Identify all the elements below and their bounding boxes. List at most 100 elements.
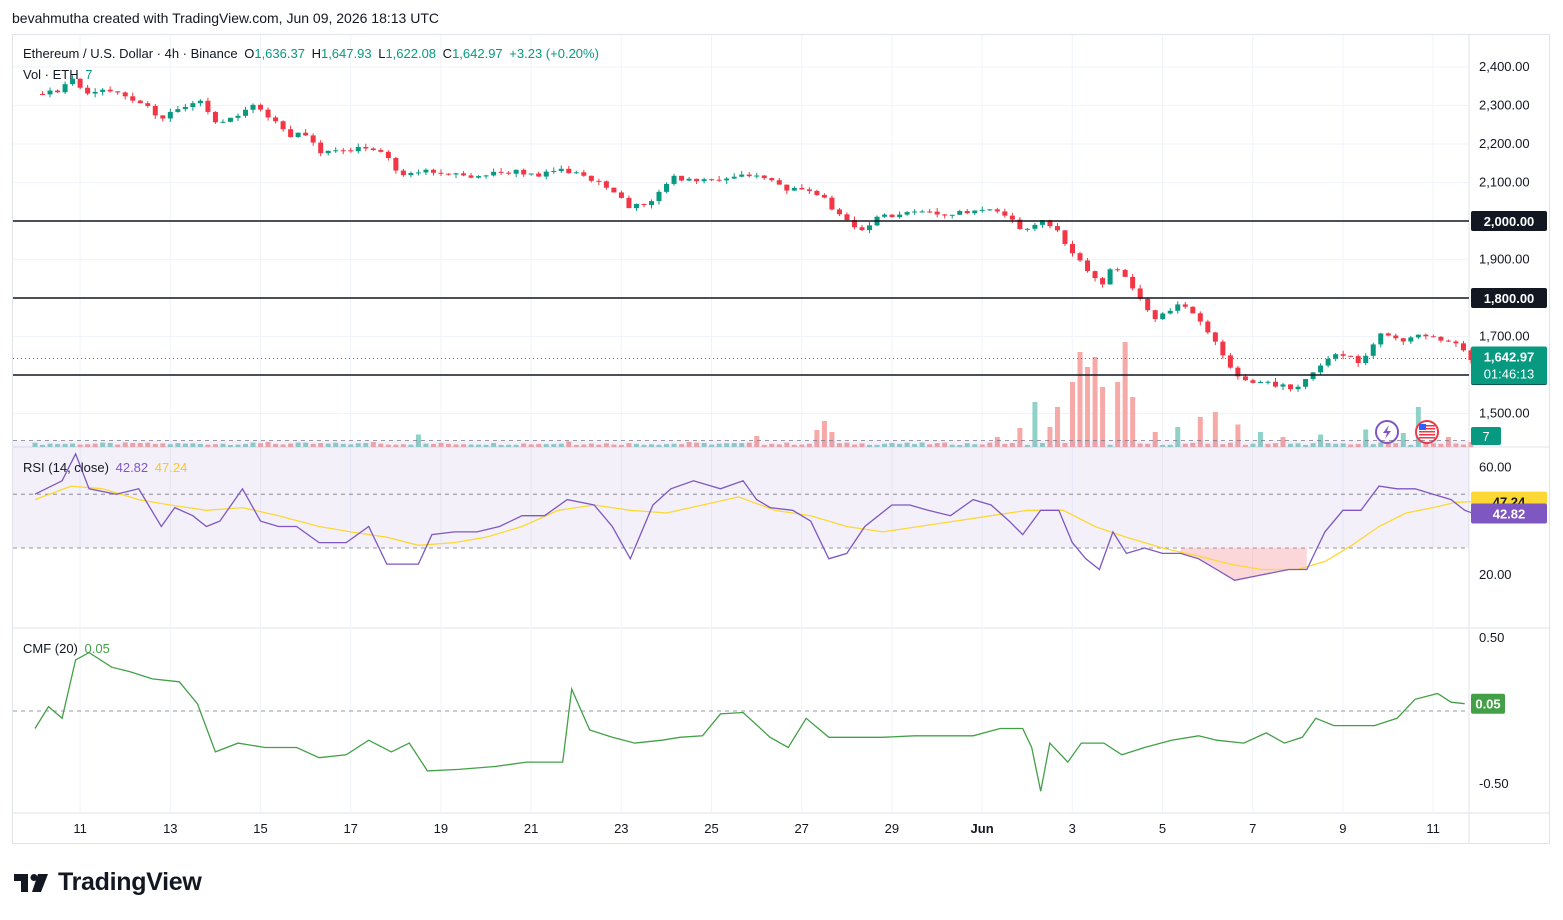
- candle-body: [430, 169, 436, 173]
- low-value: 1,622.08: [385, 46, 437, 61]
- volume-bar: [400, 444, 406, 447]
- volume-bar: [769, 443, 775, 447]
- volume-bar: [1167, 444, 1173, 447]
- volume-legend: Vol · ETH 7: [23, 67, 95, 82]
- candle-body: [1212, 332, 1218, 342]
- volume-bar: [1295, 443, 1301, 447]
- cmf-line: [34, 651, 1465, 792]
- volume-bar: [122, 442, 128, 447]
- price-tick-label: 1,700.00: [1479, 329, 1530, 344]
- volume-bar: [491, 442, 497, 447]
- candle-body: [1085, 260, 1091, 272]
- candle-body: [1385, 333, 1391, 336]
- cmf-label[interactable]: CMF (20): [23, 641, 78, 656]
- volume-bar: [370, 442, 376, 447]
- rsi-tick-label: 20.00: [1479, 567, 1512, 582]
- candle-body: [573, 172, 579, 174]
- volume-bar: [814, 430, 820, 447]
- volume-bar: [784, 442, 790, 447]
- volume-bar: [611, 444, 617, 447]
- volume-bar: [100, 442, 106, 447]
- candle-body: [1182, 304, 1188, 307]
- change-value: +3.23 (+0.20%): [509, 46, 599, 61]
- volume-bar: [160, 443, 166, 447]
- volume-bar: [506, 444, 512, 447]
- volume-bar: [310, 443, 316, 447]
- candle-body: [784, 184, 790, 191]
- volume-bar: [340, 443, 346, 447]
- rsi-label[interactable]: RSI (14, close): [23, 460, 109, 475]
- candle-body: [1107, 269, 1113, 285]
- volume-bar: [258, 443, 264, 447]
- candle-body: [957, 211, 963, 215]
- volume-bar: [378, 443, 384, 447]
- candle-body: [521, 169, 527, 175]
- candle-body: [491, 171, 497, 176]
- volume-bar: [1303, 444, 1309, 447]
- level-badge-label: 1,800.00: [1484, 291, 1535, 306]
- candle-body: [964, 211, 970, 214]
- chart-canvas[interactable]: 1,500.001,600.001,700.001,800.001,900.00…: [13, 35, 1549, 843]
- candle-body: [1272, 381, 1278, 387]
- candle-body: [746, 174, 752, 177]
- volume-bar: [498, 444, 504, 447]
- candle-body: [1438, 336, 1444, 341]
- volume-bar: [130, 442, 136, 447]
- volume-bar: [1227, 442, 1233, 447]
- candle-body: [1280, 384, 1286, 387]
- volume-bar: [957, 444, 963, 447]
- candle-body: [461, 173, 467, 176]
- candle-body: [859, 227, 865, 231]
- candle-body: [776, 180, 782, 185]
- candle-body: [167, 111, 173, 119]
- volume-label[interactable]: Vol · ETH: [23, 67, 79, 82]
- volume-bar: [145, 442, 151, 447]
- candle-body: [122, 92, 128, 97]
- candle-body: [1295, 386, 1301, 390]
- volume-bar: [942, 442, 948, 447]
- candle-body: [1160, 313, 1166, 320]
- rsi-ma-value: 47.24: [154, 460, 188, 475]
- volume-bar: [1100, 387, 1106, 447]
- volume-bar: [521, 443, 527, 447]
- tradingview-logo[interactable]: TradingView: [14, 868, 202, 897]
- volume-bar: [40, 444, 46, 447]
- candle-body: [107, 89, 113, 92]
- time-tick-label: 11: [1426, 821, 1440, 836]
- candle-body: [70, 78, 76, 85]
- main-legend: Ethereum / U.S. Dollar · 4h · Binance O1…: [23, 46, 599, 61]
- time-tick-label: 21: [524, 821, 538, 836]
- time-tick-label: 13: [163, 821, 177, 836]
- volume-bar: [1152, 432, 1158, 447]
- candle-body: [566, 168, 572, 174]
- candle-body: [220, 121, 226, 123]
- candle-body: [581, 172, 587, 176]
- volume-bar: [430, 443, 436, 447]
- volume-bar: [558, 443, 564, 447]
- candle-body: [1024, 228, 1030, 230]
- candle-body: [1393, 335, 1399, 339]
- high-value: 1,647.93: [320, 46, 372, 61]
- candle-body: [100, 89, 106, 92]
- volume-bar: [1355, 444, 1361, 447]
- rsi-oversold-fill: [1180, 548, 1307, 581]
- symbol-label[interactable]: Ethereum / U.S. Dollar · 4h · Binance: [23, 46, 238, 61]
- candle-body: [1325, 358, 1331, 366]
- candle-body: [1070, 243, 1076, 254]
- candle-body: [423, 169, 429, 173]
- volume-bar: [1460, 444, 1466, 447]
- volume-bar: [175, 443, 181, 447]
- candle-body: [1197, 313, 1203, 322]
- volume-bar: [1280, 437, 1286, 447]
- volume-bar: [348, 444, 354, 447]
- candle-body: [77, 78, 83, 88]
- candle-body: [310, 135, 316, 143]
- candle-body: [227, 117, 233, 122]
- volume-bar: [190, 443, 196, 447]
- candle-body: [1062, 230, 1068, 244]
- time-tick-label: 23: [614, 821, 628, 836]
- volume-bar: [70, 443, 76, 447]
- volume-bar: [137, 443, 143, 447]
- volume-bar: [836, 443, 842, 447]
- chart-frame[interactable]: 1,500.001,600.001,700.001,800.001,900.00…: [12, 34, 1550, 844]
